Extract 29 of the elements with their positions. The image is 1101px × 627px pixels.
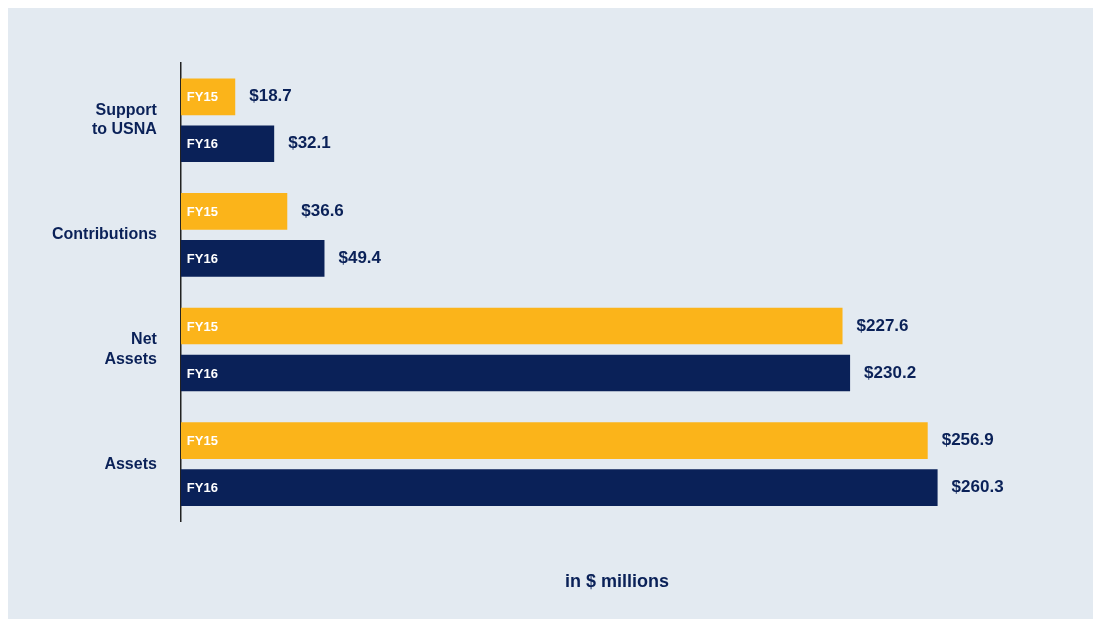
- y-tick-label: Assets: [104, 454, 157, 472]
- data-label: $32.1: [288, 133, 331, 153]
- data-label: $49.4: [338, 248, 382, 268]
- x-axis-title: in $ millions: [564, 571, 669, 592]
- text: FY15: [186, 433, 218, 449]
- data-label: $260.3: [951, 477, 1004, 497]
- y-tick-label: Contributions: [51, 225, 157, 243]
- bar: [180, 78, 236, 116]
- data-label: $230.2: [864, 362, 917, 382]
- bar: [180, 422, 928, 459]
- data-label: $256.9: [941, 430, 994, 450]
- text: FY16: [186, 365, 218, 381]
- bar: [180, 240, 325, 277]
- bar: [180, 307, 843, 345]
- series-label: FY16: [186, 136, 218, 152]
- data-label: $227.6: [856, 315, 909, 335]
- text: FY15: [186, 318, 218, 334]
- bar: [180, 125, 275, 163]
- bar: [180, 469, 938, 506]
- text: FY16: [186, 250, 218, 266]
- y-tick-label: Support to USNA: [91, 101, 158, 138]
- data-label: $36.6: [301, 201, 344, 221]
- text: FY16: [186, 480, 218, 496]
- data-label: $18.7: [249, 86, 292, 106]
- bar: [180, 354, 851, 392]
- text: FY15: [186, 203, 218, 219]
- y-tick-label: Net Assets: [104, 330, 158, 367]
- series-label: FY15: [186, 89, 218, 105]
- bar: [180, 193, 288, 230]
